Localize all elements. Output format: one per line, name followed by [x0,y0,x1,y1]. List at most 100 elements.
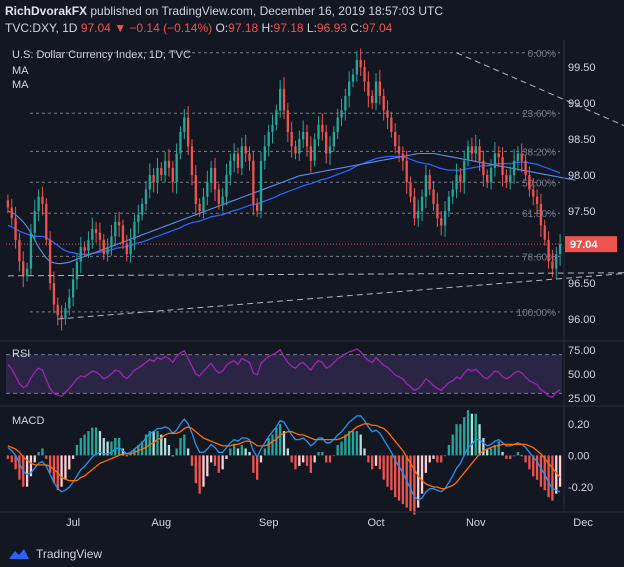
candle-body [367,81,370,96]
macd-histogram-bar [313,455,316,463]
macd-histogram-bar [432,455,435,459]
legend-entry: MA [12,79,29,91]
candle-body [125,243,128,255]
high-label: H: [261,21,274,35]
candle-body [171,167,174,183]
last-price-label: 97.04 [570,239,598,251]
price-pane[interactable]: U.S. Dollar Currency Index, 1D, TVC MA MA 9… [6,48,624,331]
macd-histogram-bar [252,455,255,473]
candle-body [478,146,481,161]
macd-histogram-bar [497,441,500,456]
candle-body [417,211,420,219]
candle-body [263,146,266,161]
candle-body [351,74,355,82]
tradingview-logo-icon [9,549,29,559]
macd-histogram-bar [64,455,67,480]
candle-body [371,95,374,104]
candle-body [68,297,71,309]
candle-body [555,254,558,269]
candle-body [539,203,543,226]
candle-body [163,160,167,176]
macd-histogram-bar [240,444,243,456]
macd-histogram-bar [420,455,424,494]
macd-histogram-bar [397,455,401,501]
macd-histogram-bar [340,441,343,456]
macd-histogram-bar [48,455,52,473]
candle-body [198,203,201,212]
macd-histogram-bar [37,451,40,456]
rsi-tick-label: 75.00 [568,345,596,357]
macd-histogram-bar [528,455,531,470]
author-name[interactable]: RichDvorakFX [5,4,88,18]
macd-histogram-bar [348,431,351,456]
candle-body [117,221,121,226]
last-price: 97.04 [80,21,111,35]
macd-histogram-bar [248,451,251,456]
candle-body [75,261,79,280]
macd-histogram-bar [279,424,282,456]
candle-body [160,167,163,176]
macd-histogram-bar [466,410,470,456]
macd-histogram-bar [33,455,36,463]
tradingview-footer[interactable]: TradingView [8,547,102,561]
candle-body [140,203,144,215]
candle-body [56,304,59,316]
macd-histogram-bar [83,434,86,456]
candle-body [428,175,431,190]
macd-histogram-bar [25,455,29,487]
candle-body [29,232,33,269]
candle-body [129,239,132,255]
macd-histogram-bar [290,455,293,463]
candle-body [6,200,10,208]
close-label: C: [350,21,363,35]
macd-histogram-bar [302,455,305,463]
candle-body [22,261,25,276]
macd-histogram-bar [344,434,347,456]
macd-histogram-bar [175,448,178,456]
macd-pane[interactable]: MACD 0.20 0.00 -0.20 [6,410,593,515]
macd-histogram-bar [417,455,420,508]
macd-histogram-bar [29,455,33,477]
macd-histogram-bar [298,455,301,466]
macd-histogram-bar [190,455,194,466]
macd-histogram-bar [436,455,439,463]
macd-histogram-bar [60,455,63,487]
macd-histogram-bar [309,455,312,473]
macd-histogram-bar [68,455,71,470]
macd-histogram-bar [225,455,228,459]
candle-body [340,110,343,118]
high-value: 97.18 [273,21,304,35]
macd-histogram-bar [186,448,190,456]
candle-body [202,196,205,212]
candle-body [256,203,259,212]
macd-histogram-bar [244,448,247,456]
macd-histogram-bar [558,455,562,487]
candle-body [363,67,366,82]
x-tick-label: Sep [259,517,279,529]
macd-histogram-bar [6,455,10,459]
candle-body [451,189,454,197]
macd-histogram-bar [401,455,405,505]
candle-body [267,131,270,147]
y-tick-label: 99.00 [568,98,596,110]
candle-body [290,131,293,147]
rsi-tick-label: 25.00 [568,393,596,405]
rsi-pane[interactable]: RSI 75.00 50.00 25.00 [6,345,596,405]
macd-histogram-bar [371,455,374,470]
macd-histogram-bar [374,455,378,466]
y-tick-label: 98.50 [568,134,596,146]
macd-histogram-bar [424,455,428,473]
macd-histogram-bar [294,455,297,470]
macd-histogram-bar [71,455,75,459]
candle-body [294,146,297,154]
macd-histogram-bar [351,431,355,456]
candle-body [532,189,535,197]
candle-body [321,124,324,132]
candle-body [248,153,251,161]
last-price-tag [565,236,617,253]
macd-histogram-bar [275,427,278,456]
candle-body [133,221,136,240]
macd-histogram-bar [463,417,466,456]
macd-histogram-bar [332,455,335,457]
